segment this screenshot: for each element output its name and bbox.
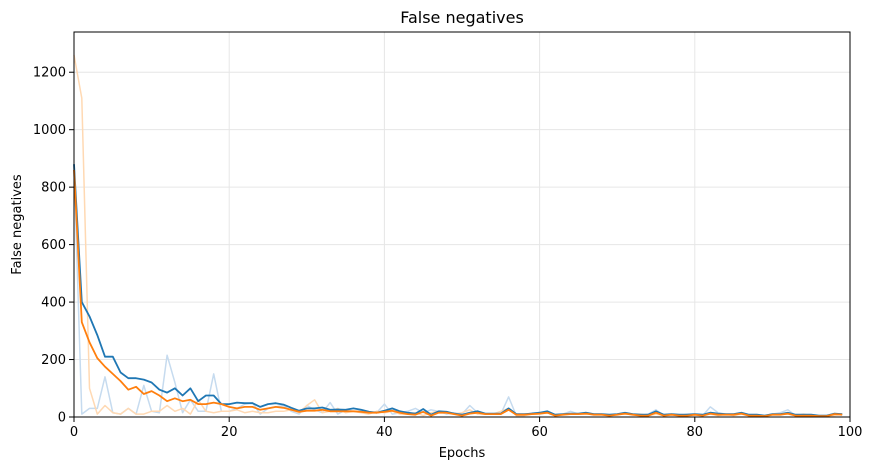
x-tick-label: 60 (531, 425, 548, 440)
y-axis-label: False negatives (10, 174, 25, 275)
chart-title: False negatives (400, 8, 524, 27)
y-tick-label: 1000 (33, 123, 66, 138)
x-tick-label: 40 (376, 425, 393, 440)
x-tick-label: 20 (221, 425, 238, 440)
y-tick-label: 1200 (33, 66, 66, 81)
y-tick-label: 600 (41, 238, 66, 253)
y-tick-label: 400 (41, 296, 66, 311)
y-tick-label: 0 (58, 411, 66, 426)
x-tick-label: 0 (70, 425, 78, 440)
x-tick-label: 80 (687, 425, 704, 440)
series-lines (73, 54, 843, 418)
x-axis-label: Epochs (439, 446, 486, 461)
plot-frame (73, 31, 851, 418)
x-tick-label: 100 (838, 425, 863, 440)
y-tick-label: 200 (41, 353, 66, 368)
series-line-smoothed-3 (73, 169, 843, 418)
y-tick-label: 800 (41, 181, 66, 196)
